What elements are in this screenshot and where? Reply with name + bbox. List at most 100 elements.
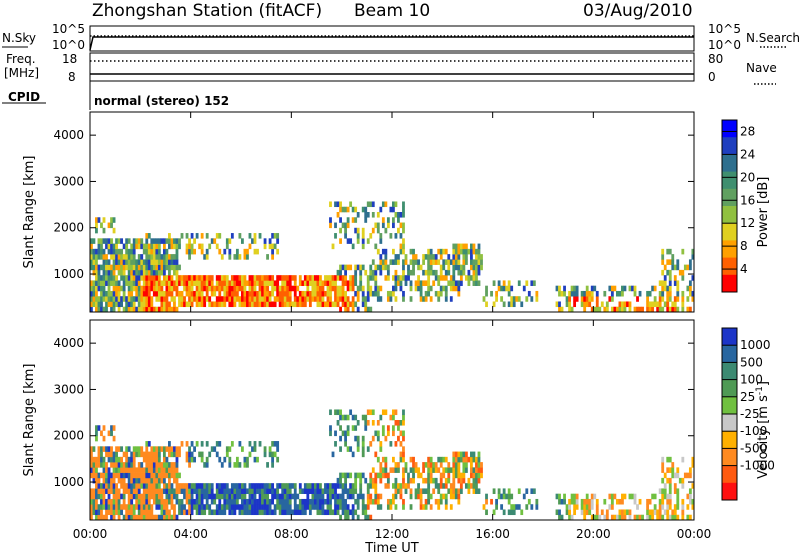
velocity-cell: [266, 493, 269, 500]
velocity-cell: [392, 498, 395, 505]
power-cell: [261, 285, 264, 292]
power-cell: [137, 275, 141, 281]
velocity-cell: [140, 451, 144, 458]
velocity-cell: [369, 441, 373, 447]
power-cell: [140, 243, 144, 250]
velocity-cell: [563, 498, 566, 505]
power-cell: [100, 248, 103, 255]
power-cell: [394, 280, 398, 286]
velocity-cell: [152, 451, 156, 458]
velocity-cell: [646, 509, 649, 516]
power-cell: [459, 264, 463, 271]
power-cell: [263, 275, 267, 281]
velocity-cell: [356, 472, 360, 479]
velocity-cell: [205, 456, 209, 463]
velocity-cell: [319, 504, 322, 510]
velocity-cell: [688, 472, 692, 479]
power-cell: [258, 290, 262, 297]
velocity-cell: [132, 477, 136, 484]
velocity-cell: [379, 462, 383, 468]
power-cell: [339, 238, 342, 244]
velocity-cell: [361, 451, 365, 458]
power-cell: [397, 217, 400, 223]
power-cell: [477, 280, 481, 286]
power-cell: [432, 259, 436, 265]
velocity-cell: [386, 430, 390, 437]
power-cell: [464, 248, 468, 255]
power-cell: [278, 275, 282, 281]
power-cell: [276, 285, 280, 292]
velocity-cell: [122, 483, 126, 489]
velocity-cell: [402, 498, 405, 505]
velocity-cell: [173, 504, 176, 510]
colorbar-segment: [722, 154, 737, 173]
power-cell: [444, 248, 448, 255]
power-cell: [628, 301, 632, 308]
velocity-cell: [344, 488, 347, 494]
power-cell: [228, 280, 232, 286]
velocity-cell: [585, 504, 589, 510]
power-cell: [180, 296, 184, 302]
velocity-cell: [459, 456, 463, 463]
power-cell: [112, 227, 116, 234]
velocity-cell: [296, 509, 300, 516]
power-cell: [623, 301, 627, 308]
velocity-cell: [447, 467, 451, 473]
velocity-cell: [525, 488, 529, 494]
power-cell: [666, 248, 670, 255]
velocity-cell: [95, 488, 98, 494]
power-cell: [346, 222, 350, 229]
power-cell: [374, 264, 378, 271]
velocity-cell: [218, 483, 222, 489]
velocity-cell: [283, 498, 287, 505]
colorbar-segment: [722, 257, 737, 276]
velocity-y-label: Slant Range [km]: [22, 364, 37, 477]
velocity-cell: [225, 504, 229, 510]
power-cell: [90, 243, 93, 250]
power-cell: [117, 280, 121, 286]
velocity-cell: [364, 414, 368, 421]
power-cell: [225, 290, 229, 297]
power-cell: [344, 222, 347, 229]
velocity-cell: [228, 493, 232, 500]
velocity-cell: [168, 498, 171, 505]
velocity-cell: [137, 498, 141, 505]
power-cell: [168, 264, 171, 271]
velocity-cell: [178, 483, 181, 489]
velocity-cell: [507, 488, 511, 494]
power-cell: [115, 259, 118, 265]
power-cell: [132, 301, 136, 308]
power-cell: [95, 290, 98, 297]
velocity-cell: [535, 498, 539, 505]
power-cell: [344, 275, 347, 281]
velocity-cell: [210, 488, 214, 494]
power-cell: [500, 285, 504, 292]
power-cell: [364, 306, 368, 313]
power-cell: [482, 296, 486, 302]
velocity-cell: [185, 483, 189, 489]
power-cell: [215, 296, 219, 302]
velocity-cell: [419, 488, 423, 494]
power-cell: [427, 259, 431, 265]
velocity-cell: [502, 509, 506, 516]
power-cell: [402, 290, 405, 297]
velocity-cell: [175, 467, 179, 473]
power-cell: [331, 301, 335, 308]
power-cell: [454, 243, 458, 250]
velocity-cell: [215, 451, 219, 458]
power-cell: [434, 269, 438, 276]
velocity-cell: [195, 498, 199, 505]
velocity-cell: [127, 462, 131, 468]
power-cell: [570, 306, 574, 313]
power-cell: [233, 275, 237, 281]
power-cell: [308, 280, 312, 286]
power-cell: [293, 275, 297, 281]
power-cell: [150, 264, 154, 271]
velocity-cell: [92, 467, 96, 473]
power-cell: [313, 290, 317, 297]
velocity-cell: [336, 493, 340, 500]
power-cell: [356, 238, 360, 244]
power-cell: [230, 275, 234, 281]
velocity-cell: [341, 498, 345, 505]
velocity-cell: [470, 456, 473, 463]
